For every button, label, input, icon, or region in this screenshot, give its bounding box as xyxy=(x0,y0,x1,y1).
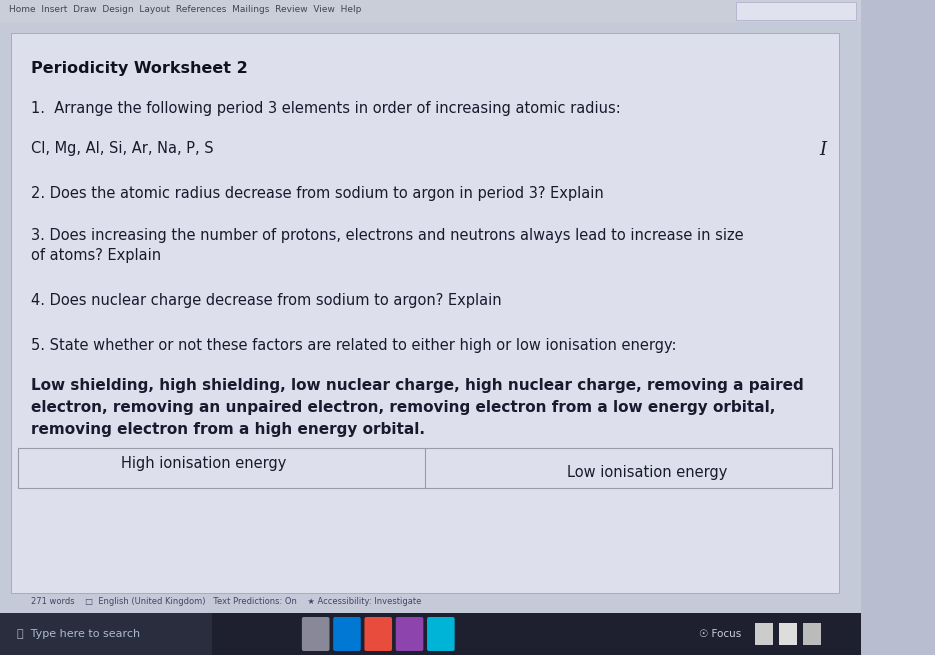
Text: Low shielding, high shielding, low nuclear charge, high nuclear charge, removing: Low shielding, high shielding, low nucle… xyxy=(31,378,804,393)
Bar xyxy=(0,0,860,22)
Bar xyxy=(779,623,797,645)
Bar xyxy=(755,623,773,645)
Text: Low ionisation energy: Low ionisation energy xyxy=(567,465,727,480)
FancyBboxPatch shape xyxy=(302,617,329,651)
FancyBboxPatch shape xyxy=(427,617,454,651)
Text: of atoms? Explain: of atoms? Explain xyxy=(31,248,162,263)
Bar xyxy=(19,448,832,488)
Bar xyxy=(11,33,840,593)
Text: Periodicity Worksheet 2: Periodicity Worksheet 2 xyxy=(31,61,248,76)
Text: ⌕  Type here to search: ⌕ Type here to search xyxy=(17,629,139,639)
Bar xyxy=(0,613,860,655)
Text: 2. Does the atomic radius decrease from sodium to argon in period 3? Explain: 2. Does the atomic radius decrease from … xyxy=(31,186,604,201)
Bar xyxy=(736,2,856,20)
Text: High ionisation energy: High ionisation energy xyxy=(121,456,286,471)
FancyBboxPatch shape xyxy=(365,617,392,651)
Bar xyxy=(0,613,211,655)
Bar xyxy=(802,623,821,645)
Text: removing electron from a high energy orbital.: removing electron from a high energy orb… xyxy=(31,422,425,437)
Text: electron, removing an unpaired electron, removing electron from a low energy orb: electron, removing an unpaired electron,… xyxy=(31,400,776,415)
Text: 1.  Arrange the following period 3 elements in order of increasing atomic radius: 1. Arrange the following period 3 elemen… xyxy=(31,101,621,116)
Text: 5. State whether or not these factors are related to either high or low ionisati: 5. State whether or not these factors ar… xyxy=(31,338,677,353)
FancyBboxPatch shape xyxy=(333,617,361,651)
Text: Cl, Mg, Al, Si, Ar, Na, P, S: Cl, Mg, Al, Si, Ar, Na, P, S xyxy=(31,141,214,156)
Text: 3. Does increasing the number of protons, electrons and neutrons always lead to : 3. Does increasing the number of protons… xyxy=(31,228,744,243)
Text: I: I xyxy=(819,141,827,159)
Text: 271 words    □  English (United Kingdom)   Text Predictions: On    ★ Accessibili: 271 words □ English (United Kingdom) Tex… xyxy=(31,597,422,606)
FancyBboxPatch shape xyxy=(396,617,424,651)
Text: ☉ Focus: ☉ Focus xyxy=(699,629,741,639)
Text: 4. Does nuclear charge decrease from sodium to argon? Explain: 4. Does nuclear charge decrease from sod… xyxy=(31,293,502,308)
Text: Home  Insert  Draw  Design  Layout  References  Mailings  Review  View  Help: Home Insert Draw Design Layout Reference… xyxy=(9,5,362,14)
